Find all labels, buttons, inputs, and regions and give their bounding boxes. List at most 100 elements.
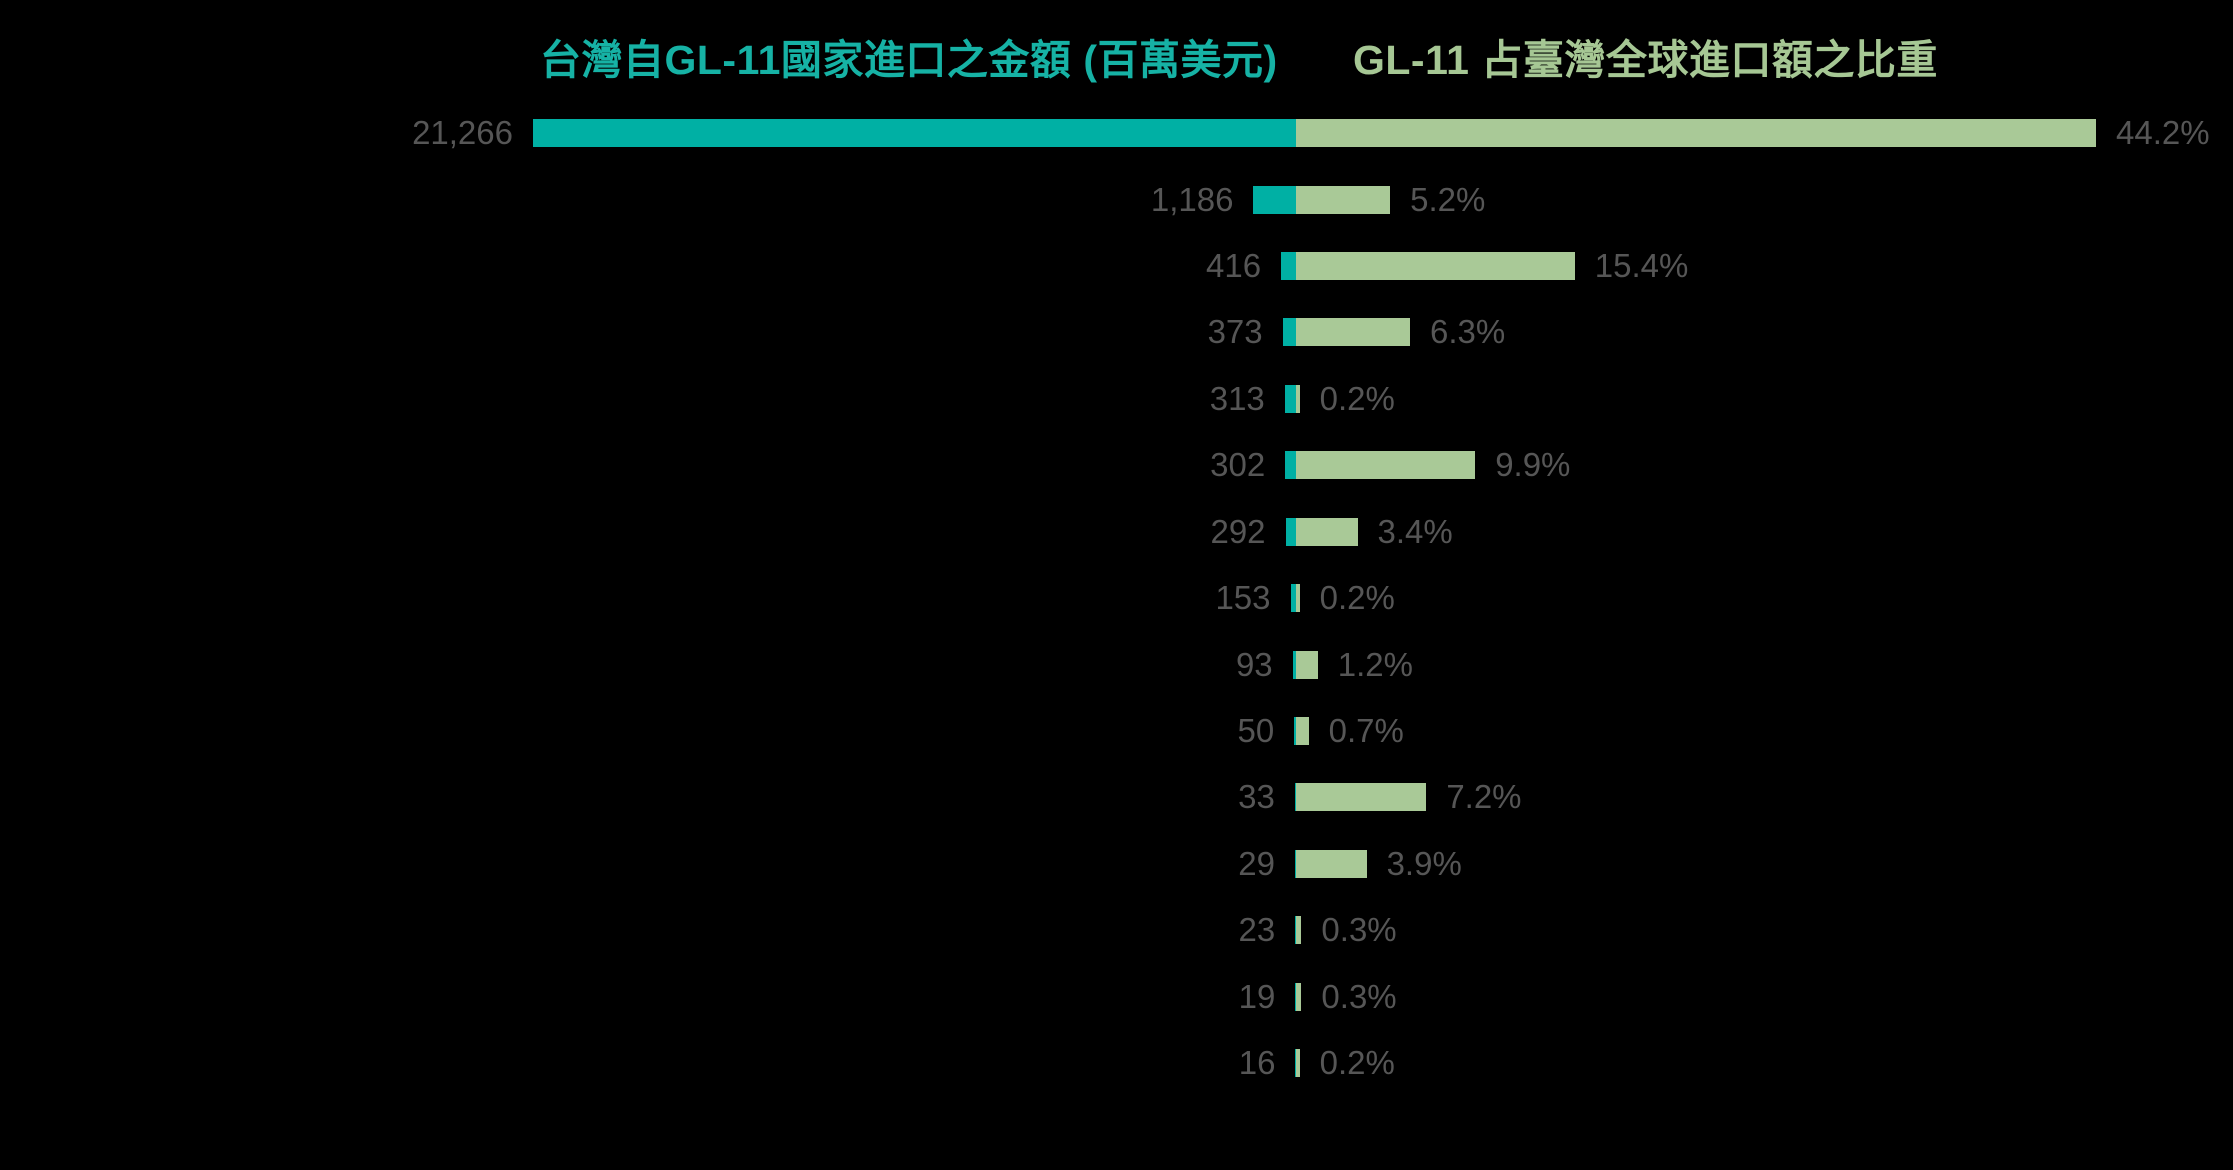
chart-row: 93 1.2% (0, 631, 2233, 697)
left-half: 33 (0, 778, 1296, 816)
right-half: 0.2% (1296, 1044, 2233, 1082)
left-half: 416 (0, 247, 1296, 285)
chart-row: 16 0.2% (0, 1030, 2233, 1096)
share-percent-label: 3.4% (1377, 512, 1453, 550)
import-share-bar (1296, 1049, 1300, 1078)
import-value-label: 33 (1238, 778, 1275, 816)
right-half: 0.2% (1296, 380, 2233, 418)
import-value-label: 19 (1238, 977, 1276, 1015)
share-percent-label: 0.2% (1319, 1044, 1395, 1082)
import-amount-bar (1284, 384, 1296, 413)
import-amount-bar (1292, 650, 1296, 679)
share-percent-label: 0.3% (1321, 977, 1397, 1015)
share-percent-label: 0.3% (1321, 911, 1397, 949)
import-value-label: 29 (1238, 844, 1275, 882)
right-half: 44.2% (1296, 114, 2233, 152)
left-series-title: 台灣自GL-11國家進口之金額 (百萬美元) (540, 37, 1278, 83)
left-half: 313 (0, 380, 1296, 418)
import-amount-bar (1295, 1049, 1296, 1078)
chart-row: 21,266 44.2% (0, 100, 2233, 166)
chart-row: 23 0.3% (0, 897, 2233, 963)
import-value-label: 153 (1215, 579, 1271, 617)
import-amount-bar (1290, 584, 1296, 613)
import-share-bar (1296, 318, 1411, 347)
left-half: 1,186 (0, 181, 1296, 219)
import-share-bar (1296, 584, 1300, 613)
share-percent-label: 15.4% (1594, 247, 1689, 285)
import-value-label: 302 (1210, 446, 1266, 484)
import-value-label: 50 (1237, 712, 1275, 749)
right-half: 3.4% (1296, 513, 2233, 551)
chart-row: 416 15.4% (0, 233, 2233, 299)
share-percent-label: 9.9% (1495, 446, 1571, 484)
import-share-bar (1296, 119, 2097, 148)
import-share-bar (1296, 517, 1358, 546)
import-value-label: 23 (1238, 911, 1276, 949)
import-share-bar (1296, 849, 1367, 878)
import-share-bar (1296, 185, 1391, 214)
import-value-label: 16 (1238, 1044, 1276, 1082)
import-amount-bar (1295, 982, 1296, 1011)
right-series-title: GL-11 占臺灣全球進口額之比重 (1353, 37, 1938, 83)
left-half: 19 (0, 978, 1296, 1016)
share-percent-label: 44.2% (2116, 114, 2210, 152)
share-percent-label: 6.3% (1430, 313, 1506, 351)
left-half: 50 (0, 712, 1296, 750)
right-half: 5.2% (1296, 181, 2233, 219)
chart-row: 29 3.9% (0, 831, 2233, 897)
import-amount-bar (1294, 783, 1296, 812)
right-half: 9.9% (1296, 446, 2233, 484)
chart-row: 19 0.3% (0, 963, 2233, 1029)
import-share-bar (1296, 916, 1302, 945)
left-half: 29 (0, 845, 1296, 883)
share-percent-label: 7.2% (1446, 778, 1522, 816)
right-half: 6.3% (1296, 313, 2233, 351)
left-half: 373 (0, 313, 1296, 351)
import-amount-bar (1253, 185, 1296, 214)
import-share-bar (1296, 384, 1300, 413)
import-share-bar (1296, 650, 1318, 679)
share-percent-label: 0.2% (1319, 379, 1395, 417)
right-half: 0.7% (1296, 712, 2233, 750)
import-share-bar (1296, 783, 1427, 812)
chart-row: 153 0.2% (0, 565, 2233, 631)
import-value-label: 1,186 (1150, 180, 1234, 218)
chart-row: 373 6.3% (0, 299, 2233, 365)
import-value-label: 313 (1209, 379, 1265, 417)
chart-row: 292 3.4% (0, 499, 2233, 565)
import-amount-bar (1285, 451, 1296, 480)
import-amount-bar (1282, 318, 1296, 347)
left-half: 16 (0, 1044, 1296, 1082)
left-half: 292 (0, 513, 1296, 551)
share-percent-label: 1.2% (1337, 645, 1413, 683)
import-share-bar (1296, 982, 1302, 1011)
share-percent-label: 3.9% (1386, 844, 1462, 882)
import-value-label: 373 (1207, 313, 1263, 351)
import-share-bar (1296, 451, 1476, 480)
left-half: 23 (0, 911, 1296, 949)
right-half: 0.3% (1296, 978, 2233, 1016)
import-value-label: 21,266 (412, 114, 513, 152)
import-value-label: 93 (1235, 645, 1273, 683)
right-half: 7.2% (1296, 778, 2233, 816)
import-amount-bar (1294, 849, 1296, 878)
left-half: 153 (0, 579, 1296, 617)
left-half: 302 (0, 446, 1296, 484)
bar-rows-container: 21,266 44.2% 1,186 5.2% 416 15.4% 373 6.3% 313 0.… (0, 100, 2233, 1096)
chart-row: 50 0.7% (0, 698, 2233, 764)
share-percent-label: 0.7% (1328, 712, 1404, 749)
right-half: 1.2% (1296, 646, 2233, 684)
import-amount-bar (1285, 517, 1296, 546)
left-half: 21,266 (0, 114, 1296, 152)
chart-row: 33 7.2% (0, 764, 2233, 830)
import-amount-bar (1281, 252, 1296, 281)
right-half: 3.9% (1296, 845, 2233, 883)
import-share-bar (1296, 717, 1309, 745)
import-value-label: 292 (1210, 512, 1266, 550)
import-amount-bar (1295, 916, 1296, 945)
import-amount-bar (533, 119, 1296, 148)
right-half: 15.4% (1296, 247, 2233, 285)
import-share-bar (1296, 252, 1575, 281)
share-percent-label: 5.2% (1410, 180, 1486, 218)
